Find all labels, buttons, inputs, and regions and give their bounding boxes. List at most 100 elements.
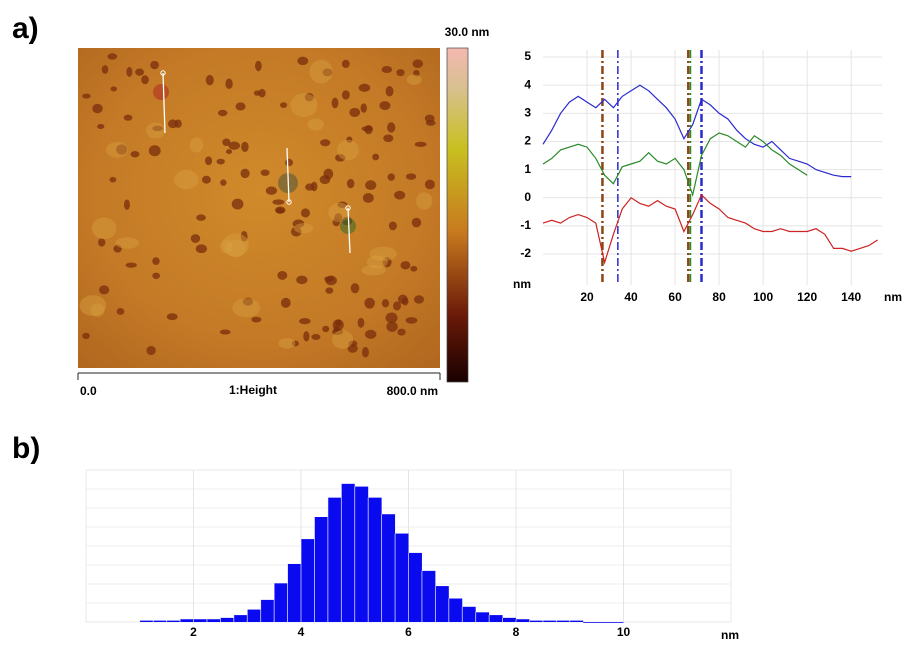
histogram-bar xyxy=(475,612,490,622)
afm-pit xyxy=(362,192,374,203)
afm-pit xyxy=(152,272,161,279)
afm-pit xyxy=(201,175,211,184)
afm-pit xyxy=(204,156,213,166)
afm-pit xyxy=(275,206,286,214)
histogram-chart: 2 4 6 8 10 nm xyxy=(85,469,739,642)
y-axis-label: nm xyxy=(513,277,531,291)
afm-pit xyxy=(387,173,395,181)
afm-pit xyxy=(196,214,206,221)
afm-pit xyxy=(272,199,285,205)
afm-pit xyxy=(107,53,118,60)
afm-bump xyxy=(90,303,105,317)
afm-pit xyxy=(424,179,435,190)
afm-pit xyxy=(396,69,405,77)
afm-pit xyxy=(126,66,133,77)
histogram-bar xyxy=(596,622,611,623)
afm-pit xyxy=(141,75,149,85)
afm-bump xyxy=(146,122,166,139)
x-tick-label: 60 xyxy=(668,290,682,304)
x-tick-label: 2 xyxy=(190,625,197,639)
afm-pit xyxy=(341,90,350,100)
afm-bump xyxy=(106,141,129,158)
afm-pit xyxy=(82,93,91,99)
afm-pit xyxy=(123,199,130,210)
histogram-bar xyxy=(274,583,288,622)
afm-pit xyxy=(382,257,392,268)
afm-pit xyxy=(411,217,422,228)
histogram-bar xyxy=(502,617,516,622)
x-tick-label: 120 xyxy=(797,290,817,304)
afm-bump xyxy=(337,139,359,161)
y-tick-label: -1 xyxy=(520,218,531,232)
afm-pit xyxy=(320,139,331,147)
afm-pit xyxy=(332,328,344,336)
afm-pit xyxy=(217,109,228,117)
afm-pit xyxy=(324,276,334,282)
profile-line xyxy=(162,72,166,134)
afm-pit xyxy=(195,244,208,254)
afm-pit xyxy=(82,332,90,340)
afm-pit xyxy=(240,230,248,242)
afm-bump xyxy=(307,118,325,131)
afm-pit xyxy=(101,65,109,74)
afm-pit xyxy=(166,313,178,321)
afm-pit xyxy=(360,103,367,113)
afm-pit xyxy=(130,151,140,158)
plot-area xyxy=(543,50,882,285)
histogram-bar xyxy=(435,586,449,622)
afm-pit xyxy=(303,331,310,342)
y-tick-label: 3 xyxy=(524,105,531,119)
afm-pit xyxy=(346,178,355,189)
histogram-bar xyxy=(529,620,543,622)
afm-pit xyxy=(219,329,231,335)
afm-pit xyxy=(358,83,371,92)
x-tick-label: 4 xyxy=(298,625,305,639)
profile-end xyxy=(345,205,351,211)
afm-bump xyxy=(309,59,333,84)
afm-pit xyxy=(125,262,137,268)
histogram-bar xyxy=(193,619,207,622)
profile-end xyxy=(286,199,292,205)
afm-pit xyxy=(240,168,250,179)
afm-bump xyxy=(290,93,318,118)
x-axis-label: nm xyxy=(884,290,902,304)
afm-pit xyxy=(110,86,118,92)
afm-bump xyxy=(406,74,422,86)
afm-pit xyxy=(152,257,160,266)
afm-pit xyxy=(116,144,128,155)
afm-pit xyxy=(216,158,225,165)
afm-pit xyxy=(400,261,411,270)
afm-feature xyxy=(340,218,356,234)
afm-pit xyxy=(304,92,314,102)
colorbar-label: 30.0 nm xyxy=(445,25,490,39)
afm-pit xyxy=(350,283,360,294)
afm-pit xyxy=(98,238,106,247)
afm-pit xyxy=(148,145,161,157)
afm-bump xyxy=(115,237,140,249)
afm-pit xyxy=(241,141,249,153)
afm-pit xyxy=(365,180,377,191)
afm-pit xyxy=(291,340,299,347)
afm-pit xyxy=(381,66,393,73)
afm-pit xyxy=(405,173,417,180)
afm-pit xyxy=(410,265,418,272)
histogram-bar xyxy=(408,552,422,622)
afm-bump xyxy=(232,298,260,318)
y-tick-label: 1 xyxy=(524,162,531,176)
afm-pit xyxy=(260,169,270,176)
afm-feature xyxy=(153,84,169,100)
y-tick-label: 5 xyxy=(524,49,531,63)
profile-line xyxy=(286,147,290,203)
afm-bump xyxy=(366,255,388,269)
histogram-bar xyxy=(247,609,261,622)
afm-pit xyxy=(372,153,380,161)
afm-pit xyxy=(412,59,424,68)
afm-pit xyxy=(335,154,346,162)
afm-pit xyxy=(299,318,311,325)
x-tick-label: 80 xyxy=(712,290,726,304)
histogram-bar xyxy=(166,620,181,622)
afm-pit xyxy=(385,85,394,97)
afm-pit xyxy=(297,56,309,66)
afm-pit xyxy=(235,102,246,111)
